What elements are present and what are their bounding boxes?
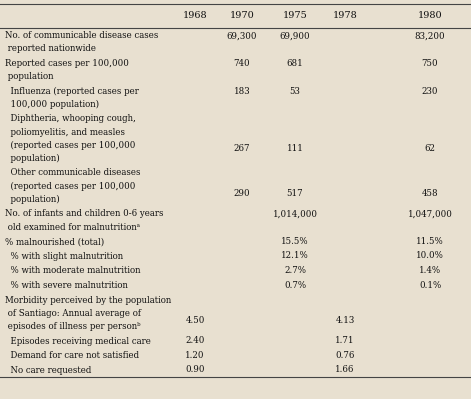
Text: episodes of illness per personᵇ: episodes of illness per personᵇ [5,322,141,331]
Text: 15.5%: 15.5% [281,237,309,246]
Text: 0.7%: 0.7% [284,280,306,290]
Text: 111: 111 [286,144,303,153]
Text: 1970: 1970 [230,11,254,20]
Text: 69,300: 69,300 [227,32,257,40]
Text: 1.71: 1.71 [335,336,355,345]
Text: 11.5%: 11.5% [416,237,444,246]
Text: Influenza (reported cases per: Influenza (reported cases per [5,87,139,96]
Text: Morbidity perceived by the population: Morbidity perceived by the population [5,296,171,305]
Text: 83,200: 83,200 [414,32,445,40]
Text: 1.4%: 1.4% [419,266,441,275]
Text: reported nationwide: reported nationwide [5,44,96,53]
Text: % with slight malnutrition: % with slight malnutrition [5,252,123,261]
Text: 100,000 population): 100,000 population) [5,100,99,109]
Text: 4.13: 4.13 [335,316,355,326]
Text: 290: 290 [234,189,250,198]
Text: 681: 681 [287,59,303,68]
Text: 183: 183 [234,87,250,96]
Text: No. of communicable disease cases: No. of communicable disease cases [5,31,158,40]
Text: 267: 267 [234,144,250,153]
Text: 0.1%: 0.1% [419,280,441,290]
Text: 0.76: 0.76 [335,351,355,360]
Text: poliomyelitis, and measles: poliomyelitis, and measles [5,128,125,136]
Text: of Santiago: Annual average of: of Santiago: Annual average of [5,309,141,318]
Text: Reported cases per 100,000: Reported cases per 100,000 [5,59,129,68]
Text: 10.0%: 10.0% [416,251,444,260]
Text: old examined for malnutritionᵃ: old examined for malnutritionᵃ [5,223,140,231]
Text: 230: 230 [422,87,438,96]
Text: % with moderate malnutrition: % with moderate malnutrition [5,267,140,275]
Text: No. of infants and children 0-6 years: No. of infants and children 0-6 years [5,209,163,218]
Text: Demand for care not satisfied: Demand for care not satisfied [5,351,139,360]
Text: (reported cases per 100,000: (reported cases per 100,000 [5,182,135,191]
Text: 12.1%: 12.1% [281,251,309,260]
Text: Episodes receiving medical care: Episodes receiving medical care [5,337,151,346]
Text: 1978: 1978 [333,11,357,20]
Text: 62: 62 [424,144,436,153]
Text: 69,900: 69,900 [280,32,310,40]
Text: Diphtheria, whooping cough,: Diphtheria, whooping cough, [5,115,136,123]
Text: 1975: 1975 [283,11,308,20]
Text: 2.7%: 2.7% [284,266,306,275]
Text: 1968: 1968 [183,11,207,20]
Text: 4.50: 4.50 [185,316,205,326]
Text: 53: 53 [290,87,300,96]
Text: 1,047,000: 1,047,000 [407,210,453,219]
Text: No care requested: No care requested [5,366,91,375]
Text: 1980: 1980 [418,11,442,20]
Text: 750: 750 [422,59,439,68]
Text: population: population [5,72,54,81]
Text: 2.40: 2.40 [185,336,205,345]
Text: population): population) [5,195,60,204]
Text: 517: 517 [287,189,303,198]
Text: population): population) [5,154,60,163]
Text: (reported cases per 100,000: (reported cases per 100,000 [5,140,135,150]
Text: 458: 458 [422,189,439,198]
Text: % with severe malnutrition: % with severe malnutrition [5,281,128,290]
Text: 1.66: 1.66 [335,365,355,374]
Text: 1,014,000: 1,014,000 [273,210,317,219]
Text: 740: 740 [234,59,250,68]
Text: Other communicable diseases: Other communicable diseases [5,168,140,178]
Text: % malnourished (total): % malnourished (total) [5,237,104,246]
Text: 0.90: 0.90 [185,365,205,374]
Text: 1.20: 1.20 [185,351,205,360]
